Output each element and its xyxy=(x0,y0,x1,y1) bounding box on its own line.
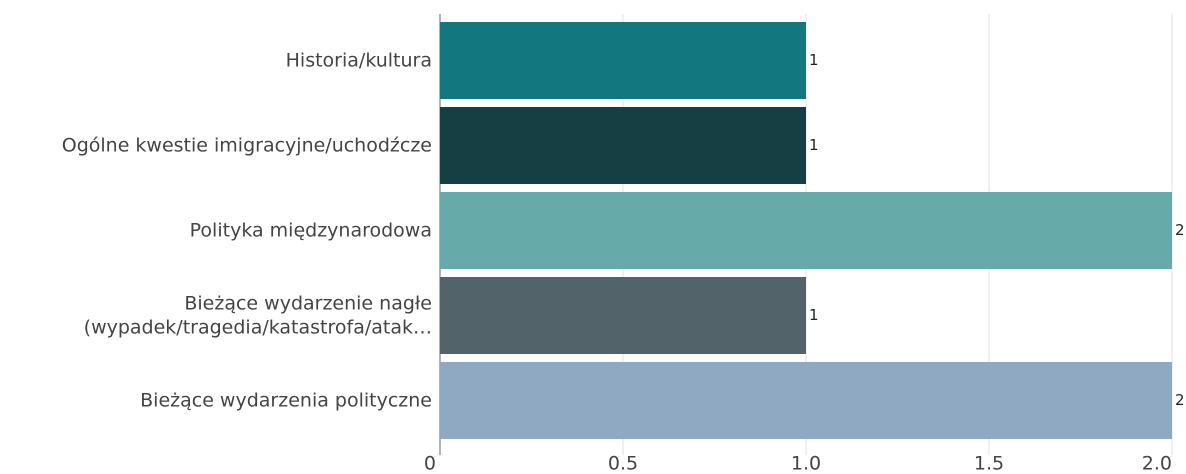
bar xyxy=(440,277,806,354)
value-label: 1 xyxy=(809,51,819,69)
y-tick-label: Bieżące wydarzenia polityczne xyxy=(140,389,432,411)
y-tick-label: Ogólne kwestie imigracyjne/uchodźcze xyxy=(62,134,432,156)
value-label: 2 xyxy=(1175,391,1185,409)
value-label: 2 xyxy=(1175,221,1185,239)
y-tick-label: Historia/kultura xyxy=(286,49,432,71)
x-tick-label: 0 xyxy=(424,453,436,474)
bar xyxy=(440,362,1172,439)
bar xyxy=(440,107,806,184)
x-tick-label: 1.5 xyxy=(974,453,1004,474)
bar xyxy=(440,22,806,99)
y-tick-label: Polityka międzynarodowa xyxy=(190,219,432,241)
bar xyxy=(440,192,1172,269)
x-tick-label: 1.0 xyxy=(791,453,821,474)
value-label: 1 xyxy=(809,306,819,324)
x-tick-label: 0.5 xyxy=(608,453,638,474)
y-tick-label: Bieżące wydarzenie nagłe (wypadek/tragedi… xyxy=(84,292,432,338)
x-tick-label: 2.0 xyxy=(1142,453,1172,474)
value-label: 1 xyxy=(809,136,819,154)
